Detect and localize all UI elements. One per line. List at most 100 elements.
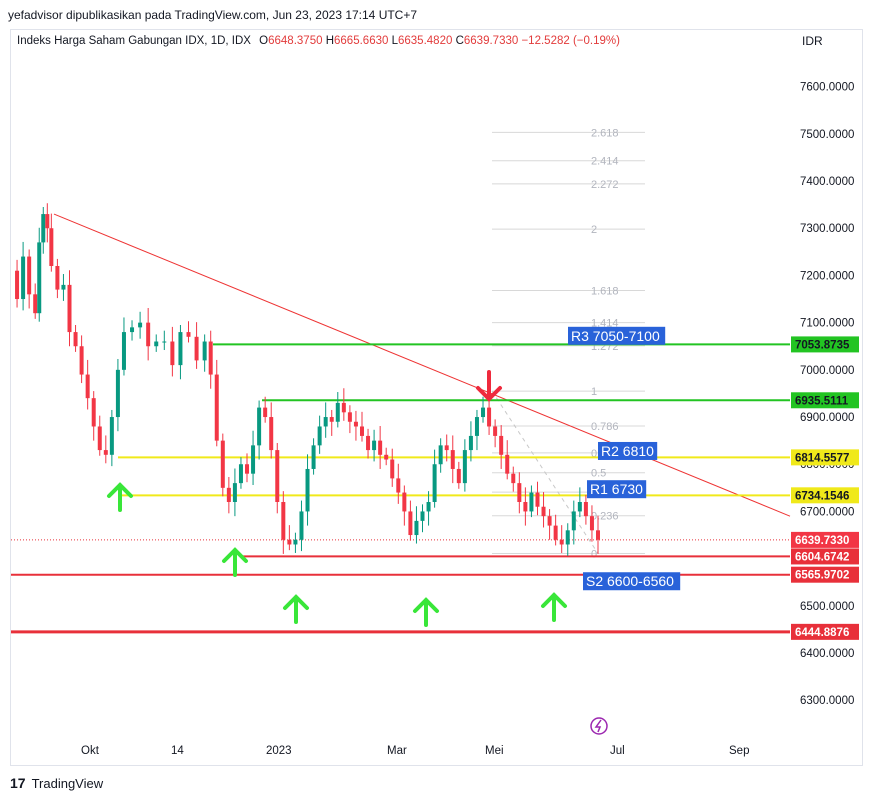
fib-connector-line [491, 390, 599, 554]
candle-body [462, 450, 467, 484]
x-tick-label: 14 [171, 745, 184, 757]
candle-body [220, 440, 225, 488]
candle-body [238, 464, 243, 484]
candle-body [396, 478, 401, 493]
candle-body [245, 464, 250, 474]
candle-body [299, 511, 304, 540]
symbol-legend: Indeks Harga Saham Gabungan IDX, 1D, IDX… [17, 35, 620, 47]
candle-body [335, 402, 340, 422]
candle-body [55, 266, 60, 290]
annotation-box [583, 572, 681, 591]
x-tick-label: Mei [485, 745, 504, 757]
fib-level-label: 0.5 [591, 468, 606, 480]
candle-body [21, 256, 26, 300]
downtrend-line [53, 213, 791, 517]
candle-body [73, 332, 78, 347]
level-price-label: 6604.6742 [795, 551, 849, 563]
candle-body [565, 530, 570, 545]
candle-body [390, 459, 395, 479]
y-tick-label: 7400.0000 [800, 176, 854, 188]
candle-body [109, 417, 114, 455]
candle-body [596, 530, 600, 540]
candle-body [91, 398, 96, 427]
level-price-tag [791, 623, 859, 640]
level-price-label: 6444.8876 [795, 627, 849, 639]
candle-body [571, 511, 576, 531]
candle-body [178, 332, 183, 366]
fib-level-label: 0.236 [591, 511, 619, 523]
y-tick-label: 6300.0000 [800, 695, 854, 707]
annotation-label: R1 6730 [590, 481, 643, 497]
fib-level-label: 2.272 [591, 179, 619, 191]
candle-body [408, 511, 413, 536]
level-price-tag [791, 336, 859, 353]
candle-body [359, 426, 364, 436]
fib-level-label: 1 [591, 386, 597, 398]
candle-body [45, 214, 50, 229]
ohlc-low-label: L [391, 35, 398, 47]
candle-body [438, 445, 443, 465]
y-tick-label: 7200.0000 [800, 270, 854, 282]
tradingview-logo-icon: 17 [10, 775, 26, 791]
candle-body [547, 516, 552, 526]
level-price-tag [791, 548, 859, 565]
candle-body [366, 435, 371, 451]
candle-body [15, 270, 20, 300]
candle-body [499, 435, 504, 455]
annotation-box [587, 480, 647, 499]
current-price-tag [791, 531, 859, 548]
candle-body [311, 445, 316, 469]
level-price-tag [791, 449, 859, 466]
candle-body [138, 322, 143, 328]
candle-body [505, 454, 510, 474]
candle-body [372, 440, 377, 451]
tradingview-brand-label: TradingView [31, 775, 104, 791]
ohlc-high-label: H [325, 35, 335, 47]
candle-body [523, 502, 528, 512]
ohlc-close-label: C [455, 35, 464, 47]
candle-body [251, 445, 256, 474]
level-price-label: 6734.1546 [795, 490, 849, 502]
level-price-tag [791, 392, 859, 409]
x-tick-label: Mar [387, 745, 407, 757]
candle-body [589, 516, 594, 531]
candle-body [121, 332, 126, 370]
support-arrow-icon [541, 592, 567, 622]
candle-body [103, 450, 108, 455]
candle-body [115, 369, 120, 418]
candle-body [202, 341, 207, 361]
fib-level-label: 2.618 [591, 127, 619, 139]
y-tick-label: 7100.0000 [800, 318, 854, 330]
fib-level-label: 1.414 [591, 318, 619, 330]
ohlc-open: 6648.3750 [268, 35, 323, 47]
support-arrow-icon [413, 597, 439, 627]
candle-body [474, 417, 479, 436]
y-tick-label: 7500.0000 [800, 129, 854, 141]
candle-body [420, 511, 425, 521]
support-arrow-icon [222, 547, 248, 577]
candle-body [27, 256, 32, 295]
fib-level-label: 2.414 [591, 156, 619, 168]
candle-body [456, 468, 461, 484]
candle-body [378, 440, 383, 455]
annotation-label: S2 6600-6560 [586, 573, 674, 589]
candle-body [535, 492, 540, 507]
candle-body [341, 402, 346, 413]
candle-body [257, 407, 262, 446]
chart-frame [10, 29, 863, 766]
candle-body [432, 464, 437, 502]
candle-body [37, 242, 42, 314]
support-arrow-icon [283, 594, 309, 624]
candle-body [487, 407, 492, 427]
candle-body [208, 341, 213, 375]
candle-body [232, 483, 237, 502]
ohlc-high: 6665.6630 [334, 35, 389, 47]
candle-body [130, 327, 135, 333]
candle-body [329, 417, 334, 422]
ohlc-low: 6635.4820 [398, 35, 453, 47]
candle-body [162, 341, 167, 343]
candle-body [33, 294, 38, 314]
candle-body [79, 346, 84, 375]
y-tick-label: 7600.0000 [800, 82, 854, 94]
